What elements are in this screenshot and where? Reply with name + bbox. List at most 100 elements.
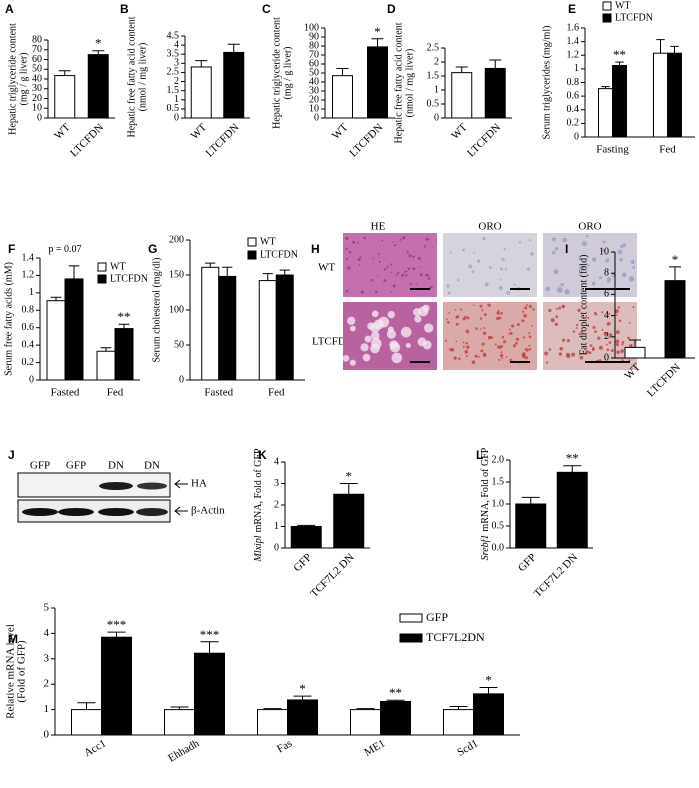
y-tick-label: 2 (174, 76, 179, 87)
texture-dot (465, 329, 470, 334)
texture-dot (508, 333, 510, 335)
y-tick-label: 1 (274, 521, 279, 532)
texture-dot (588, 351, 592, 355)
band (99, 482, 133, 490)
y-tick-label: 2.5 (167, 67, 180, 78)
legend-swatch (399, 613, 423, 623)
y-tick-label: 0 (604, 352, 609, 363)
texture-dot (498, 316, 502, 320)
x-tick-label: Fasted (51, 387, 80, 399)
texture-dot (402, 236, 406, 240)
texture-dot (412, 267, 416, 271)
y-tick-label: 0 (179, 374, 184, 385)
texture-dot (417, 256, 422, 261)
texture-dot (345, 257, 349, 261)
texture-dot (370, 278, 374, 282)
texture-dot (482, 237, 486, 241)
texture-dot (585, 350, 589, 354)
texture-dot (603, 331, 608, 336)
y-tick-label: 2 (274, 499, 279, 510)
texture-dot (390, 291, 392, 294)
error-bar (615, 61, 624, 66)
bar (194, 652, 225, 736)
texture-dot (509, 331, 513, 335)
texture-dot (579, 355, 584, 360)
y-axis-label-gene: Mlxipl (253, 535, 264, 562)
legend-label: LTCFDN (615, 12, 653, 23)
texture-dot (602, 240, 606, 244)
bar (190, 66, 212, 119)
texture-dot (566, 339, 570, 343)
texture-dot (453, 356, 457, 360)
western-blot: J GFP GFP DN DN HA β-Actin (8, 448, 225, 523)
texture-dot (524, 314, 527, 317)
texture-dot (483, 326, 486, 329)
panel-letter: G (148, 242, 157, 256)
texture-dot (414, 315, 422, 323)
micrograph (543, 233, 637, 297)
texture-dot (445, 339, 448, 342)
texture (342, 234, 636, 366)
texture-dot (345, 289, 349, 293)
error-bar (77, 702, 96, 710)
texture-dot (627, 336, 630, 340)
y-axis-label: Serum triglycerides (mg/ml) (541, 26, 552, 140)
error-bar (356, 708, 375, 710)
texture-dot (576, 323, 579, 327)
significance: * (672, 252, 679, 267)
x-tick-label: Fasted (204, 387, 233, 399)
texture-dot (545, 361, 549, 364)
texture-dot (427, 277, 431, 280)
significance: ** (118, 309, 131, 324)
texture-dot (521, 319, 525, 323)
error-bar (227, 43, 240, 53)
legend-swatch (247, 237, 257, 247)
texture-dot (606, 277, 612, 282)
y-tick-label: 40 (309, 76, 319, 87)
bar (287, 699, 318, 736)
texture-dot (462, 317, 466, 321)
bar (653, 52, 668, 138)
texture-dot (532, 308, 535, 311)
panel-letter: A (5, 2, 14, 16)
texture-dot (579, 265, 585, 271)
bar (275, 274, 294, 381)
y-tick-label: 4 (604, 310, 609, 321)
y-axis-label: (mg / g liver) (18, 52, 29, 105)
texture-dot (628, 321, 631, 324)
texture-dot (484, 282, 489, 287)
texture-dot (461, 248, 465, 252)
bar (201, 266, 220, 381)
texture-dot (504, 267, 507, 271)
texture-dot (605, 343, 608, 346)
texture-dot (362, 353, 371, 362)
y-tick-label: 2 (604, 331, 609, 342)
texture-dot (408, 254, 412, 258)
y-tick-label: 8 (604, 267, 609, 278)
panel-letter: K (258, 448, 267, 462)
y-axis-label: (nmol / mg liver) (404, 49, 415, 118)
texture-dot (479, 304, 483, 308)
bar (101, 636, 132, 736)
texture-dot (551, 250, 556, 255)
bar (667, 52, 682, 138)
y-tick-label: 3 (44, 652, 50, 664)
y-tick-label: 4 (274, 456, 279, 467)
y-tick-label: 60 (32, 54, 42, 65)
bar (350, 709, 381, 736)
texture-dot (500, 351, 503, 354)
error-bar (489, 59, 502, 69)
band (98, 508, 134, 516)
texture-dot (370, 322, 381, 333)
significance: ** (566, 451, 579, 466)
y-tick-label: 3 (274, 478, 279, 489)
texture-dot (615, 339, 620, 344)
texture-dot (632, 306, 635, 309)
texture-dot (417, 337, 427, 347)
texture-dot (506, 290, 511, 295)
y-tick-label: 4 (174, 39, 179, 50)
error-bar (293, 695, 312, 700)
bar (515, 503, 547, 549)
y-axis-label-text: mRNA, Fold of GFP (253, 448, 264, 532)
